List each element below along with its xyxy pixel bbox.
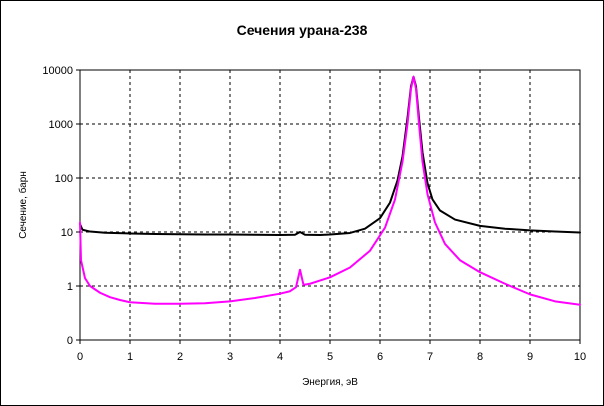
grid <box>80 70 580 340</box>
y-tick-label: 0 <box>67 335 73 347</box>
x-tick-label: 1 <box>127 351 133 363</box>
x-tick-label: 4 <box>277 351 283 363</box>
x-axis-label: Энергия, эВ <box>302 377 358 388</box>
x-tick-label: 10 <box>574 351 586 363</box>
y-tick-label: 1000 <box>49 119 73 131</box>
x-tick-label: 2 <box>177 351 183 363</box>
y-tick-label: 1 <box>67 281 73 293</box>
y-tick-label: 100 <box>55 173 73 185</box>
x-tick-label: 7 <box>427 351 433 363</box>
x-tick-label: 8 <box>477 351 483 363</box>
x-tick-labels: 0 1 2 3 4 5 6 7 8 9 10 <box>77 340 586 363</box>
chart-title: Сечения урана-238 <box>237 22 368 38</box>
x-tick-label: 9 <box>527 351 533 363</box>
x-tick-label: 0 <box>77 351 83 363</box>
series-line-1 <box>79 75 581 236</box>
x-tick-label: 5 <box>327 351 333 363</box>
series-line-2 <box>79 75 581 306</box>
y-tick-label: 10 <box>61 227 73 239</box>
x-tick-label: 3 <box>227 351 233 363</box>
y-tick-label: 10000 <box>42 65 73 77</box>
series-layer <box>79 75 581 306</box>
y-tick-labels: 0 1 10 100 1000 10000 <box>42 65 80 347</box>
y-axis-label: Сечение, барн <box>17 171 29 239</box>
x-tick-label: 6 <box>377 351 383 363</box>
